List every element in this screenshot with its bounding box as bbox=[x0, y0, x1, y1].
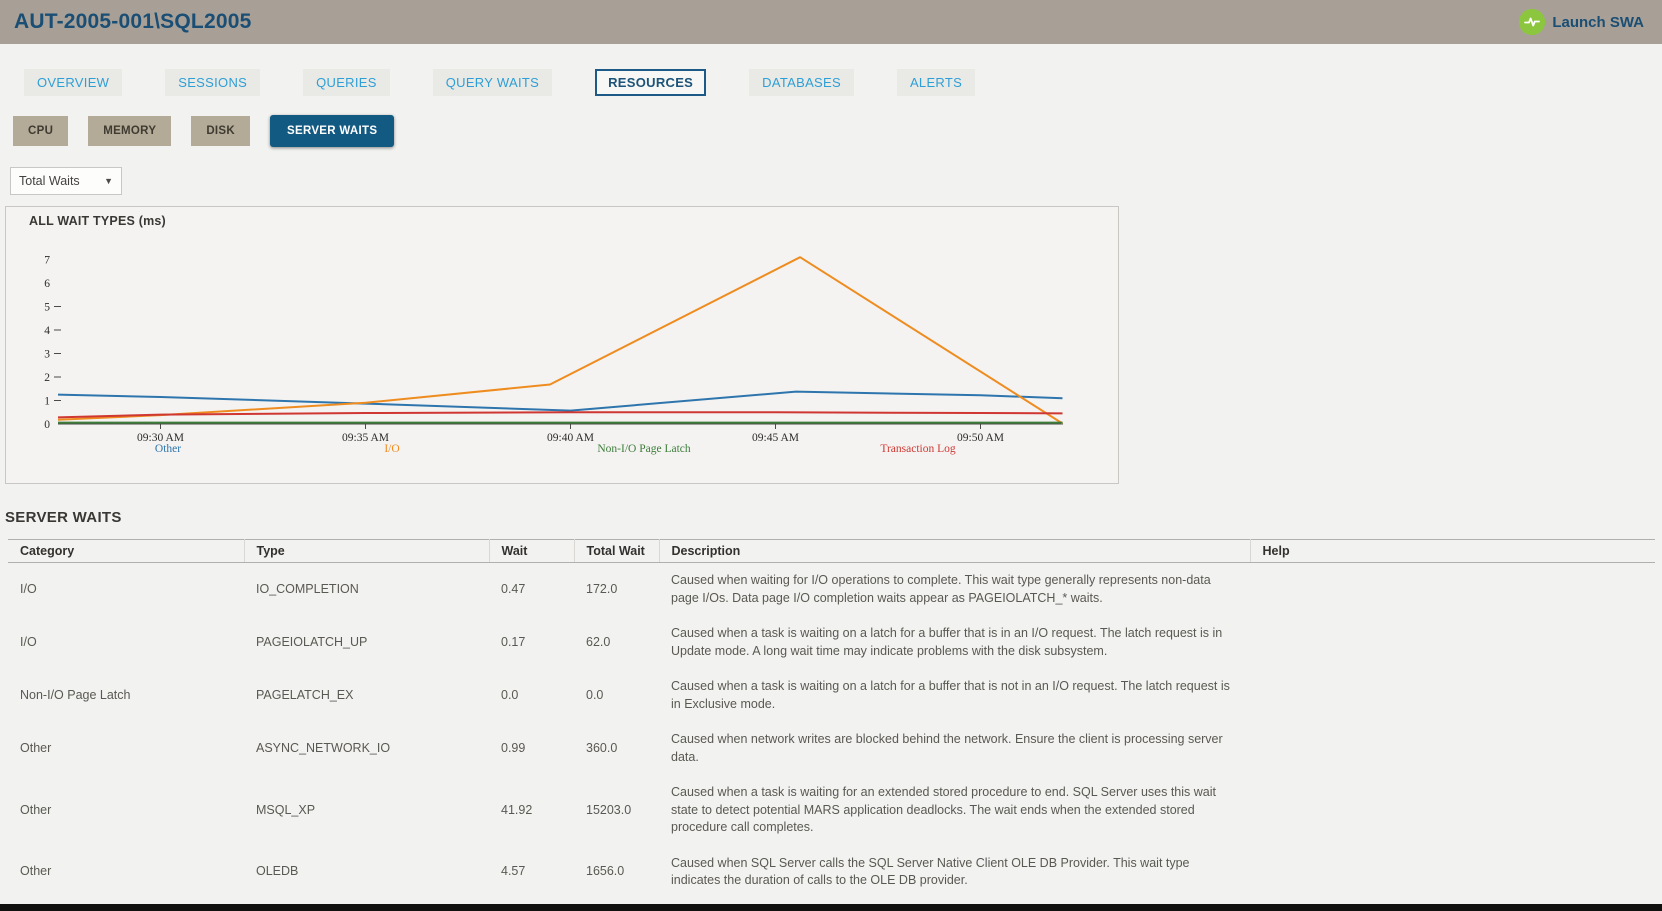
column-header-description: Description bbox=[659, 539, 1251, 563]
table-row: I/O PAGEIOLATCH_UP 0.17 62.0 Caused when… bbox=[8, 616, 1655, 669]
tab-queries[interactable]: QUERIES bbox=[303, 69, 390, 96]
subtab-cpu[interactable]: CPU bbox=[13, 116, 69, 146]
wait-types-chart-panel: ALL WAIT TYPES (ms) 0 1 2 3 4 5 6 7 09:30 AM 09:3… bbox=[5, 206, 1119, 484]
legend-item: Non-I/O Page Latch bbox=[597, 443, 690, 455]
cell-category: Other bbox=[20, 740, 52, 755]
cell-wait: 0.0 bbox=[501, 687, 519, 702]
launch-swa-label: Launch SWA bbox=[1552, 13, 1644, 31]
table-row: I/O IO_COMPLETION 0.47 172.0 Caused when… bbox=[8, 563, 1655, 617]
table-row: Other OLEDB 4.57 1656.0 Caused when SQL … bbox=[8, 846, 1655, 899]
column-header-type: Type bbox=[244, 539, 490, 563]
cell-help bbox=[1250, 846, 1655, 899]
cell-total-wait: 15203.0 bbox=[586, 802, 632, 817]
cell-type: ASYNC_NETWORK_IO bbox=[256, 740, 391, 755]
cell-type: MSQL_XP bbox=[256, 802, 316, 817]
wait-types-chart: 0 1 2 3 4 5 6 7 09:30 AM 09:35 AM 09:40 AM 09:45 AM… bbox=[44, 255, 1064, 455]
cell-category: Other bbox=[20, 802, 52, 817]
table-row: Other MSQL_XP 41.92 15203.0 Caused when … bbox=[8, 775, 1655, 846]
column-header-wait: Wait bbox=[489, 539, 575, 563]
svg-text:09:35 AM: 09:35 AM bbox=[342, 432, 389, 444]
chevron-down-icon: ▼ bbox=[104, 176, 113, 186]
table-row: Non-I/O Page Latch PAGELATCH_EX 0.0 0.0 … bbox=[8, 669, 1655, 722]
cell-category: Other bbox=[20, 864, 52, 879]
cell-wait: 4.57 bbox=[501, 864, 526, 879]
chart-title: ALL WAIT TYPES (ms) bbox=[29, 214, 166, 228]
tab-alerts[interactable]: ALERTS bbox=[896, 69, 976, 96]
svg-text:3: 3 bbox=[44, 349, 50, 361]
svg-text:09:40 AM: 09:40 AM bbox=[547, 432, 594, 444]
cell-help bbox=[1250, 563, 1655, 617]
app-header: AUT-2005-001\SQL2005 Launch SWA bbox=[0, 0, 1662, 44]
column-header-help: Help bbox=[1250, 539, 1655, 563]
svg-text:4: 4 bbox=[44, 325, 50, 337]
svg-text:5: 5 bbox=[44, 302, 50, 314]
cell-wait: 0.99 bbox=[501, 740, 526, 755]
footer-bar bbox=[0, 904, 1662, 911]
legend-item: Other bbox=[155, 443, 181, 455]
svg-text:1: 1 bbox=[44, 396, 50, 408]
subtab-server-waits[interactable]: SERVER WAITS bbox=[270, 115, 395, 147]
cell-help bbox=[1250, 669, 1655, 722]
table-header-row: Category Type Wait Total Wait Descriptio… bbox=[8, 539, 1655, 563]
wait-type-dropdown[interactable]: Total Waits ▼ bbox=[10, 167, 122, 195]
tab-query-waits[interactable]: QUERY WAITS bbox=[432, 69, 553, 96]
tab-resources[interactable]: RESOURCES bbox=[595, 69, 707, 96]
cell-category: I/O bbox=[20, 634, 37, 649]
cell-type: PAGEIOLATCH_UP bbox=[256, 634, 368, 649]
tab-sessions[interactable]: SESSIONS bbox=[165, 69, 261, 96]
server-waits-table: Category Type Wait Total Wait Descriptio… bbox=[8, 539, 1655, 911]
svg-text:09:30 AM: 09:30 AM bbox=[137, 432, 184, 444]
cell-total-wait: 0.0 bbox=[586, 687, 604, 702]
wait-type-dropdown-value: Total Waits bbox=[19, 174, 80, 188]
cell-total-wait: 1656.0 bbox=[586, 864, 625, 879]
legend-item: Transaction Log bbox=[880, 443, 956, 455]
cell-description: Caused when a task is waiting for an ext… bbox=[671, 785, 1216, 834]
cell-total-wait: 62.0 bbox=[586, 634, 611, 649]
cell-category: I/O bbox=[20, 581, 37, 596]
svg-text:0: 0 bbox=[44, 419, 50, 431]
column-header-category: Category bbox=[8, 539, 245, 563]
cell-help bbox=[1250, 722, 1655, 775]
cell-help bbox=[1250, 616, 1655, 669]
column-header-total-wait: Total Wait bbox=[574, 539, 660, 563]
cell-help bbox=[1250, 775, 1655, 846]
cell-description: Caused when SQL Server calls the SQL Ser… bbox=[671, 855, 1190, 888]
cell-type: PAGELATCH_EX bbox=[256, 687, 354, 702]
legend-item: I/O bbox=[384, 443, 399, 455]
cell-wait: 0.17 bbox=[501, 634, 526, 649]
cell-description: Caused when a task is waiting on a latch… bbox=[671, 679, 1230, 711]
resource-subnav: CPU MEMORY DISK SERVER WAITS bbox=[13, 115, 1662, 147]
svg-text:09:45 AM: 09:45 AM bbox=[752, 432, 799, 444]
table-row: Other ASYNC_NETWORK_IO 0.99 360.0 Caused… bbox=[8, 722, 1655, 775]
page-title: AUT-2005-001\SQL2005 bbox=[14, 10, 252, 33]
cell-type: IO_COMPLETION bbox=[256, 581, 359, 596]
cell-description: Caused when network writes are blocked b… bbox=[671, 732, 1223, 764]
svg-text:7: 7 bbox=[44, 255, 50, 267]
svg-text:6: 6 bbox=[44, 278, 50, 290]
cell-description: Caused when waiting for I/O operations t… bbox=[671, 573, 1211, 605]
cell-description: Caused when a task is waiting on a latch… bbox=[671, 626, 1223, 658]
svg-text:2: 2 bbox=[44, 372, 50, 384]
cell-type: OLEDB bbox=[256, 864, 299, 879]
tab-overview[interactable]: OVERVIEW bbox=[24, 69, 123, 96]
svg-text:09:50 AM: 09:50 AM bbox=[957, 432, 1004, 444]
pulse-icon bbox=[1519, 9, 1546, 35]
cell-total-wait: 360.0 bbox=[586, 740, 618, 755]
cell-wait: 41.92 bbox=[501, 802, 533, 817]
server-waits-heading: SERVER WAITS bbox=[5, 509, 122, 526]
subtab-memory[interactable]: MEMORY bbox=[88, 116, 172, 146]
cell-total-wait: 172.0 bbox=[586, 581, 618, 596]
cell-category: Non-I/O Page Latch bbox=[20, 687, 131, 702]
tab-databases[interactable]: DATABASES bbox=[749, 69, 854, 96]
launch-swa-button[interactable]: Launch SWA bbox=[1519, 9, 1644, 35]
subtab-disk[interactable]: DISK bbox=[191, 116, 250, 146]
cell-wait: 0.47 bbox=[501, 581, 526, 596]
main-nav: OVERVIEW SESSIONS QUERIES QUERY WAITS RE… bbox=[24, 69, 1662, 96]
